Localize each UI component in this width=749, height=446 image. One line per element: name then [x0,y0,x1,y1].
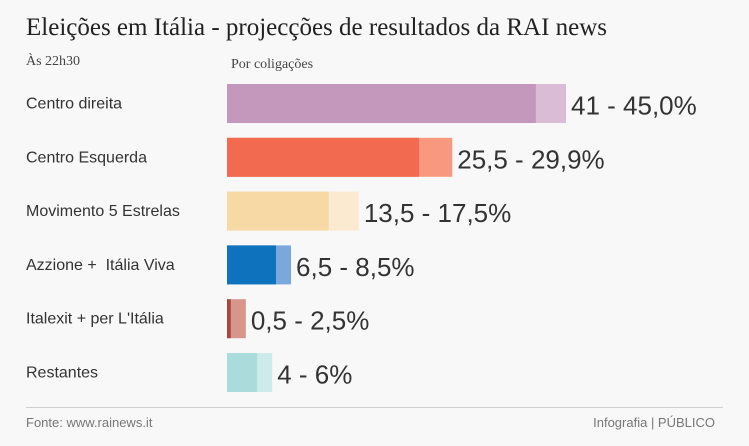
category-label: Restantes [26,365,98,382]
footer-divider [26,407,723,408]
chart-title: Eleições em Itália - projecções de resul… [26,14,608,41]
bar-min [227,353,258,392]
value-label: 13,5 - 17,5% [364,198,511,228]
bar-min [227,137,420,177]
value-label: 6,5 - 8,5% [296,252,415,282]
value-label: 25,5 - 29,9% [457,144,604,174]
credit-note: Infografia | PÚBLICO [593,415,715,430]
bar-min [227,245,276,285]
category-label: Centro Esquerda [26,149,147,166]
category-label: Movimento 5 Estrelas [26,203,180,220]
bar-min [227,299,231,339]
bar-max [227,299,246,339]
bar-min [227,191,329,231]
category-label: Azzione + Itália Viva [26,257,175,274]
value-label: 0,5 - 2,5% [251,306,370,336]
timestamp: Às 22h30 [26,54,81,69]
category-label: Centro direita [26,96,122,113]
bar-min [227,84,536,123]
source-note: Fonte: www.rainews.it [26,415,153,430]
value-label: 4 - 6% [277,360,352,390]
value-label: 41 - 45,0% [571,91,697,121]
group-label: Por coligações [231,57,314,72]
category-label: Italexit + per L'Itália [26,311,164,328]
